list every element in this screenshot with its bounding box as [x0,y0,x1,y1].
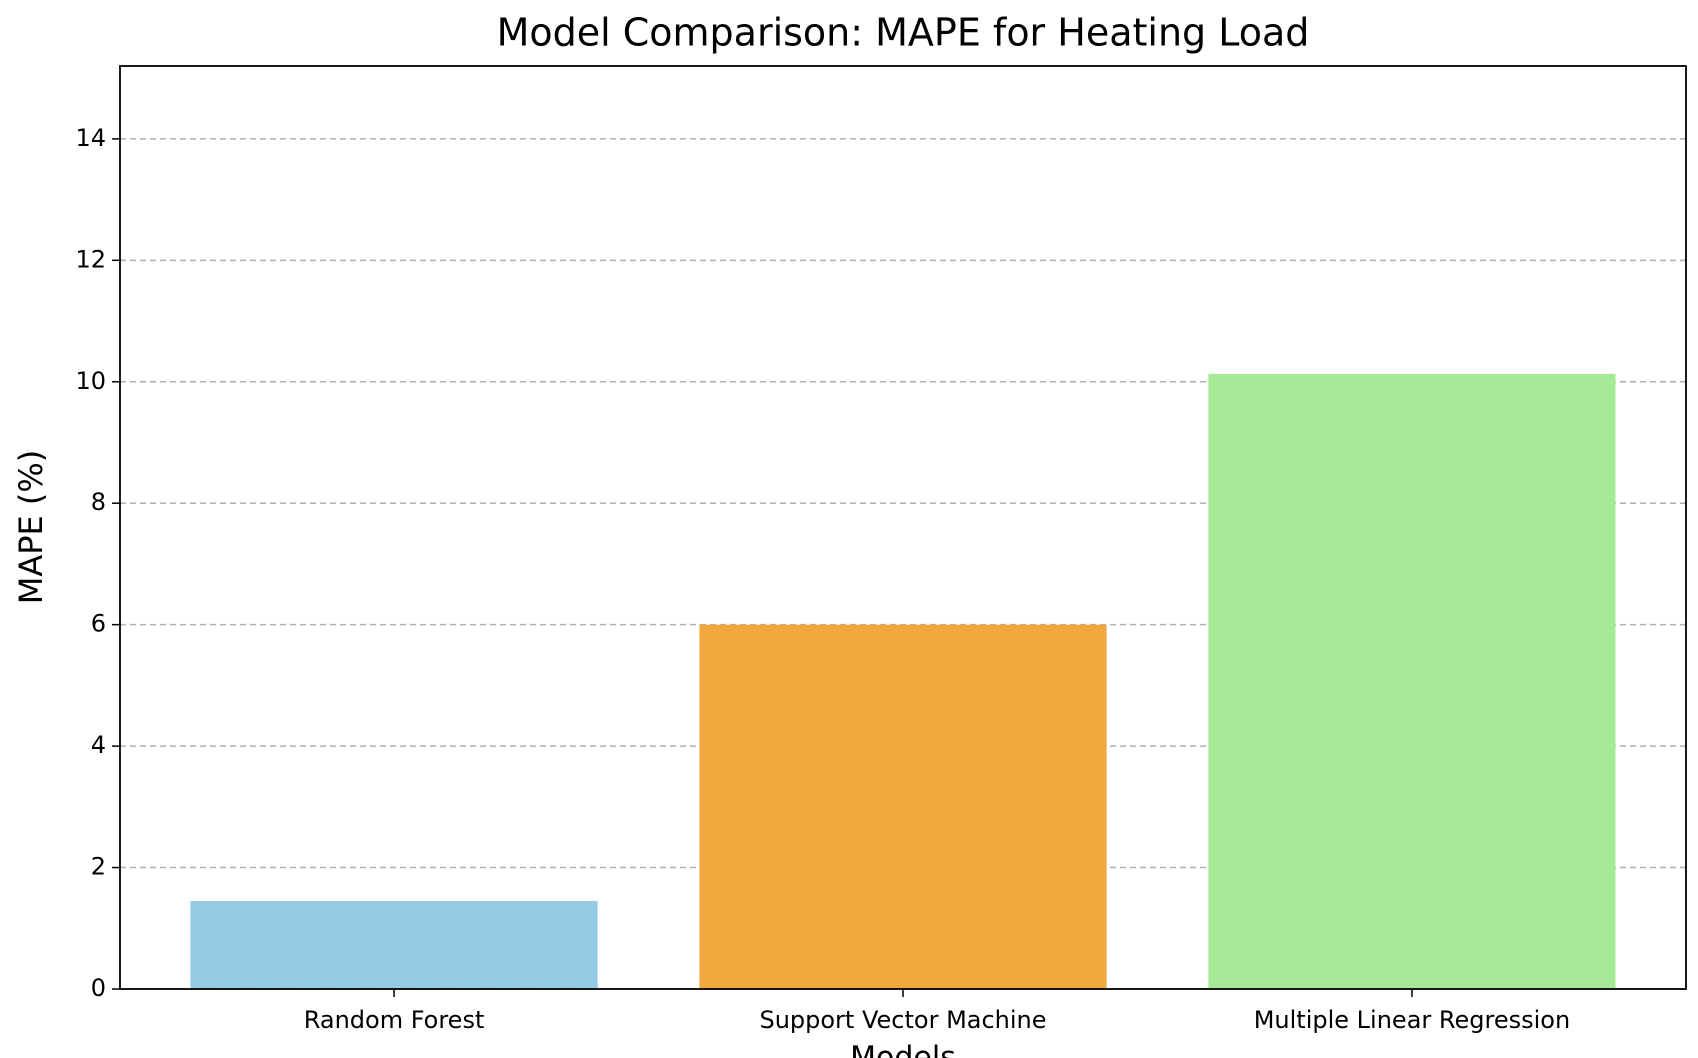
x-tick-label: Multiple Linear Regression [1254,1006,1570,1034]
y-tick-label: 6 [91,610,106,638]
y-tick-label: 12 [75,245,106,273]
bar [190,900,598,989]
x-axis-label: Models [850,1041,956,1058]
y-tick-label: 10 [75,367,106,395]
x-tick-label: Random Forest [304,1006,485,1034]
chart-title: Model Comparison: MAPE for Heating Load [497,11,1310,55]
y-axis-label: MAPE (%) [12,450,50,605]
x-tick-label: Support Vector Machine [759,1006,1046,1034]
bar [699,624,1107,989]
y-tick-label: 2 [91,853,106,881]
plot-frame [119,65,1687,990]
y-tick-label: 4 [91,731,106,759]
y-tick-label: 8 [91,488,106,516]
y-tick-label: 14 [75,124,106,152]
y-tick-label: 0 [91,974,106,1002]
bar [1208,373,1616,989]
